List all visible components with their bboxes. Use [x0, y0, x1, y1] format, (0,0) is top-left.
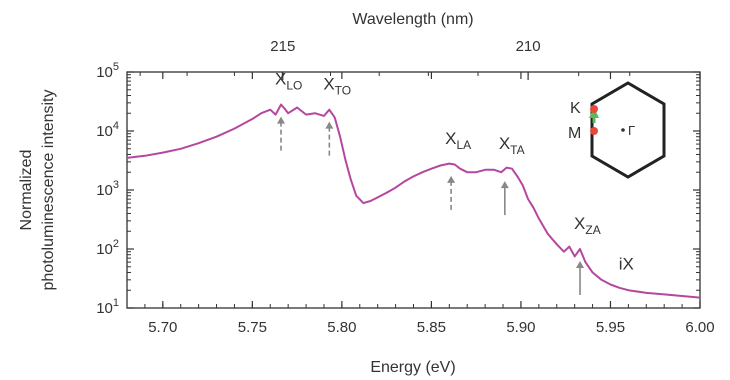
peak-arrow-head: [325, 121, 334, 129]
peak-arrow-head: [500, 181, 509, 189]
wavelength-tick-label: 210: [516, 38, 541, 55]
gamma-point-marker: [621, 128, 625, 132]
y-tick-label: 102: [96, 238, 119, 258]
brillouin-zone-inset: K M Γ: [568, 81, 666, 179]
wavelength-axis-label: Wavelength (nm): [352, 11, 473, 28]
peak-label: XLO: [275, 70, 302, 93]
x-tick-label: 5.90: [506, 319, 535, 336]
peak-arrow-head: [576, 261, 585, 268]
peak-label: XZA: [574, 214, 601, 237]
hexagon-outline: [590, 81, 666, 179]
x-tick-label: 5.70: [148, 319, 177, 336]
peak-arrow-head: [276, 116, 285, 124]
x-tick-label: 5.75: [238, 319, 267, 336]
y-tick-label: 101: [96, 297, 119, 317]
peak-arrow-head: [447, 175, 456, 183]
x-tick-label: 5.95: [596, 319, 625, 336]
pl-spectrum-line: [126, 103, 701, 299]
m-point-marker: [590, 127, 598, 135]
peak-label: iX: [619, 254, 634, 273]
y-tick-label: 103: [96, 179, 119, 199]
y-axis-label-line2: photoluminescence intensity: [40, 89, 57, 290]
peak-label: XLA: [445, 129, 471, 152]
y-axis-label-line1: Normalized: [18, 150, 35, 231]
y-tick-label: 104: [96, 120, 119, 140]
gamma-point-label: Γ: [628, 123, 635, 138]
wavelength-tick-label: 215: [270, 38, 295, 55]
plot-area: 5.70 5.75 5.80 5.85 5.90 5.95 6.00 215 210 101 102…: [96, 38, 714, 336]
y-tick-label: 105: [96, 61, 119, 81]
peak-label: XTO: [323, 75, 351, 98]
x-tick-label: 6.00: [685, 319, 714, 336]
peak-label: XTA: [499, 134, 525, 157]
k-point-marker: [590, 105, 598, 113]
x-tick-label: 5.85: [417, 319, 446, 336]
m-point-label: M: [568, 125, 581, 142]
x-tick-label: 5.80: [327, 319, 356, 336]
energy-axis-label: Energy (eV): [370, 359, 455, 376]
k-point-label: K: [570, 100, 581, 117]
